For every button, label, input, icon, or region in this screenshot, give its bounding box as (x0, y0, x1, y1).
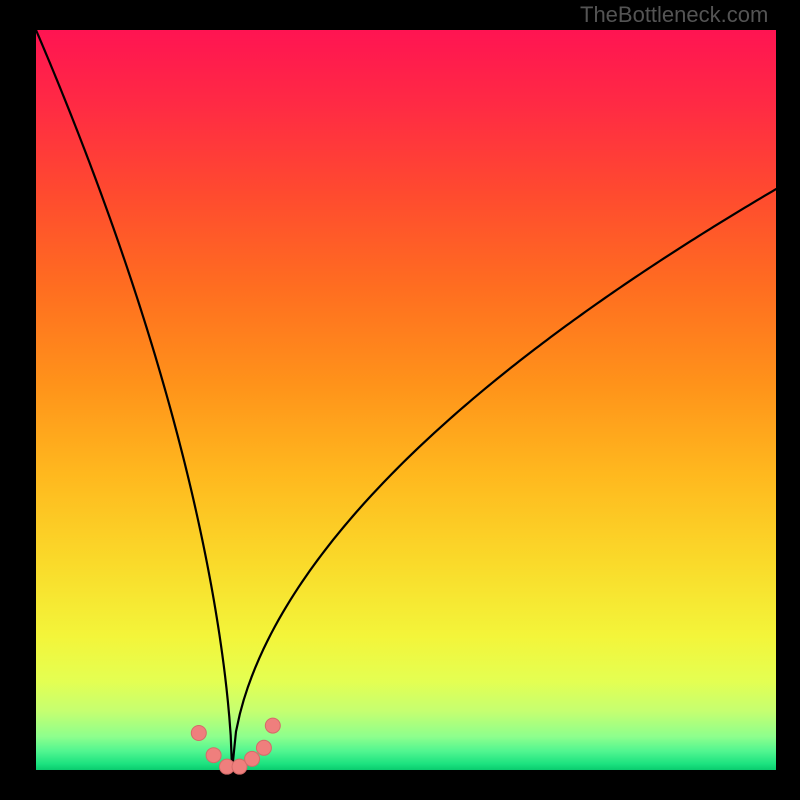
watermark-text: TheBottleneck.com (580, 2, 768, 28)
chart-background (36, 30, 776, 770)
